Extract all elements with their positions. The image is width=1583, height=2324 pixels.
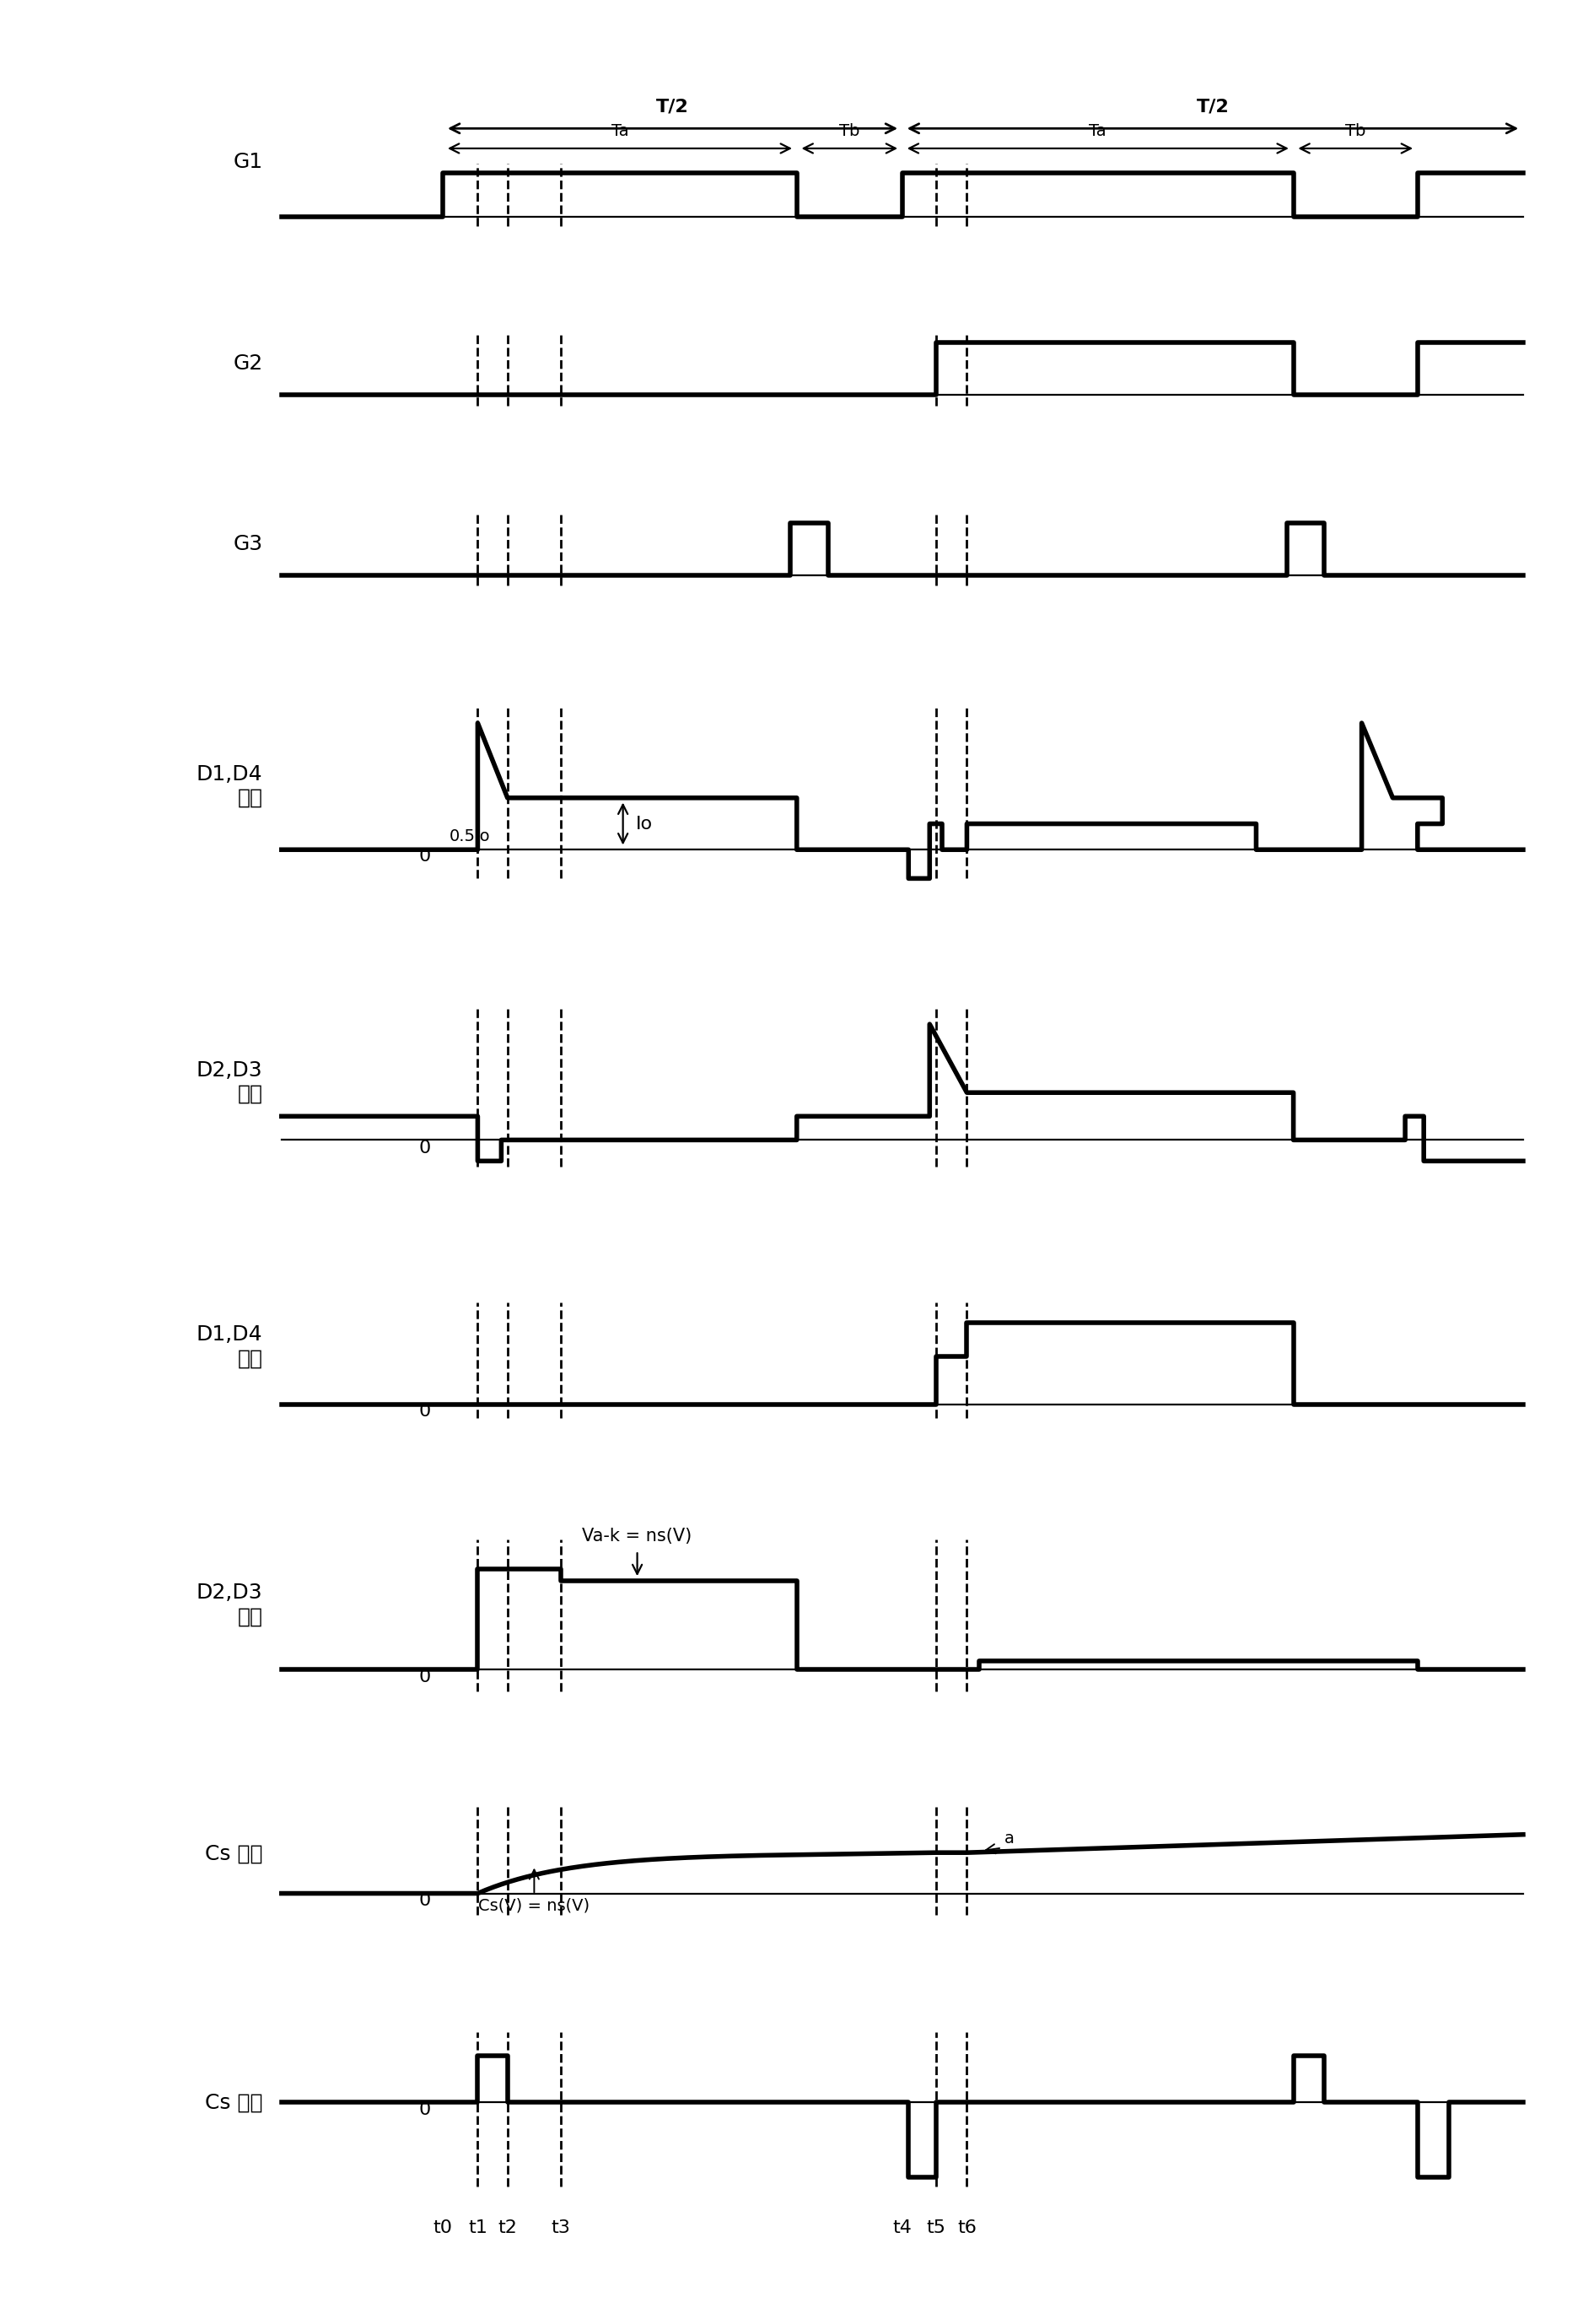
Text: T/2: T/2 xyxy=(657,98,689,116)
Text: Cs(V) = ns(V): Cs(V) = ns(V) xyxy=(478,1899,590,1913)
Text: D2,D3
电压: D2,D3 电压 xyxy=(196,1583,263,1627)
Text: D1,D4
电压: D1,D4 电压 xyxy=(196,1325,263,1369)
Text: G1: G1 xyxy=(233,151,263,172)
Text: D1,D4
电流: D1,D4 电流 xyxy=(196,765,263,809)
Text: 0: 0 xyxy=(418,1404,431,1420)
Text: Cs 电压: Cs 电压 xyxy=(206,1843,263,1864)
Text: Tb: Tb xyxy=(1346,123,1366,139)
Text: t0: t0 xyxy=(434,2219,453,2236)
Text: T/2: T/2 xyxy=(1197,98,1228,116)
Text: Io: Io xyxy=(635,816,652,832)
Text: 0: 0 xyxy=(418,2101,431,2117)
Text: G3: G3 xyxy=(233,535,263,553)
Text: t4: t4 xyxy=(893,2219,912,2236)
Text: Tb: Tb xyxy=(839,123,860,139)
Text: 0.5Io: 0.5Io xyxy=(450,830,491,844)
Text: 0: 0 xyxy=(418,1139,431,1157)
Text: Ta: Ta xyxy=(611,123,628,139)
Text: Va-k = ns(V): Va-k = ns(V) xyxy=(583,1527,692,1545)
Text: t6: t6 xyxy=(958,2219,977,2236)
Text: a: a xyxy=(1004,1831,1015,1848)
Text: t1: t1 xyxy=(469,2219,488,2236)
Text: t2: t2 xyxy=(497,2219,518,2236)
Text: G2: G2 xyxy=(233,353,263,374)
Text: Cs 电流: Cs 电流 xyxy=(206,2092,263,2113)
Text: Ta: Ta xyxy=(1089,123,1107,139)
Text: D2,D3
电流: D2,D3 电流 xyxy=(196,1060,263,1104)
Text: 0: 0 xyxy=(418,1669,431,1685)
Text: 0: 0 xyxy=(418,848,431,865)
Text: 0: 0 xyxy=(418,1892,431,1908)
Text: t5: t5 xyxy=(926,2219,945,2236)
Text: t3: t3 xyxy=(551,2219,570,2236)
